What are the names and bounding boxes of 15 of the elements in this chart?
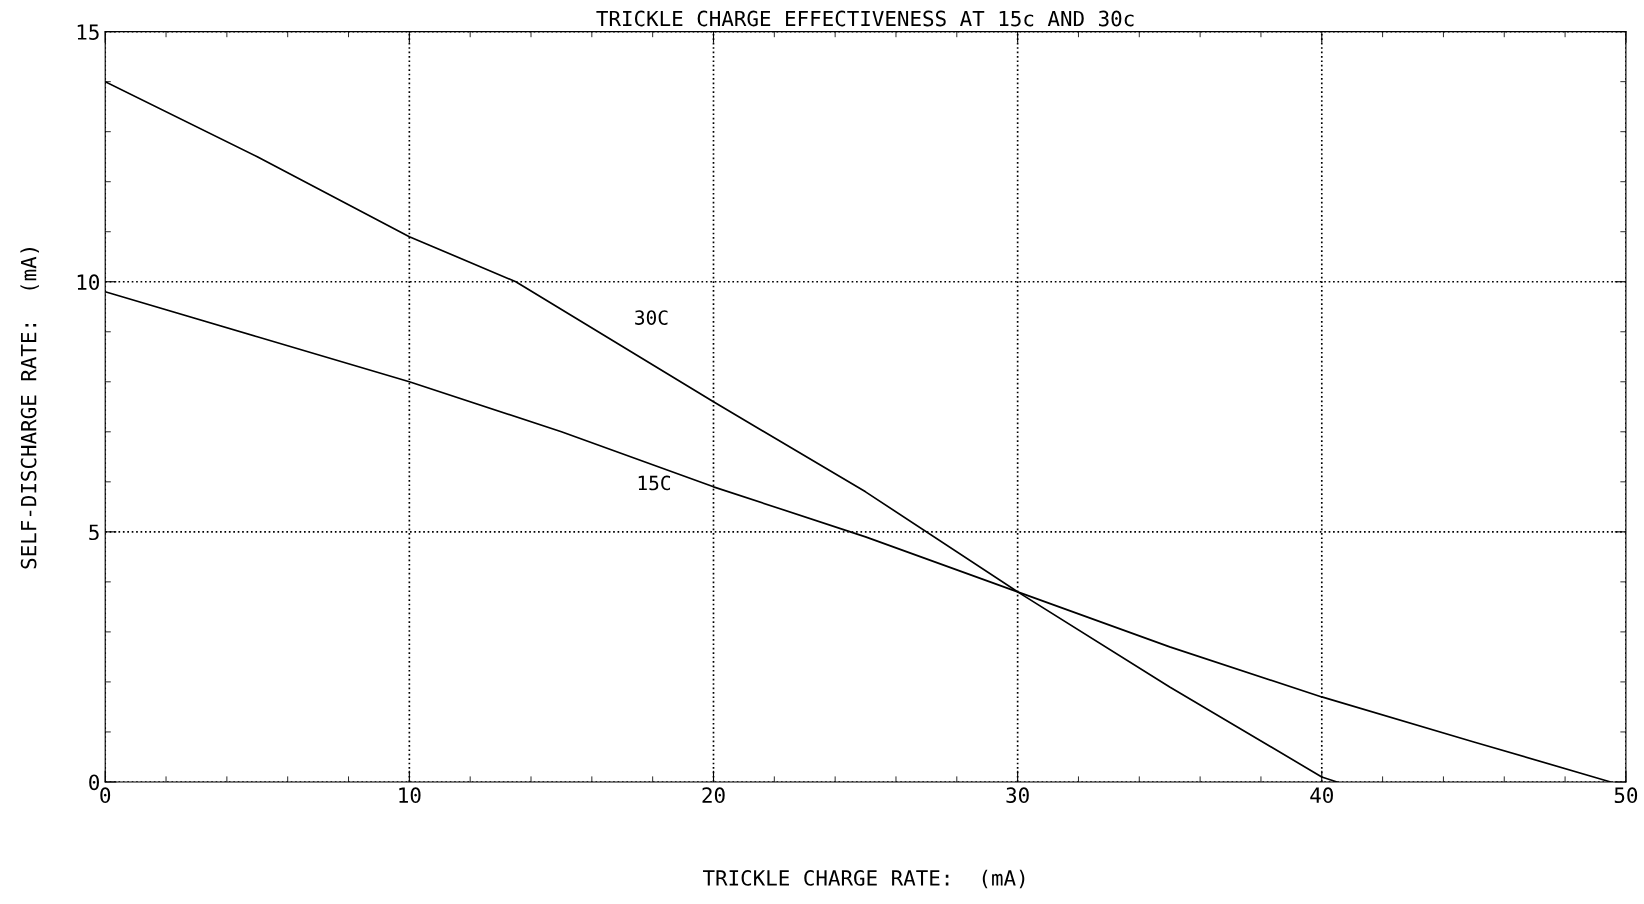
chart-title: TRICKLE CHARGE EFFECTIVENESS AT 15c AND 30c bbox=[596, 10, 1134, 27]
x-axis-title: TRICKLE CHARGE RATE: (mA) bbox=[702, 869, 1025, 889]
x-tick-label: 10 bbox=[399, 787, 421, 804]
y-tick-label: 5 bbox=[89, 524, 99, 541]
y-tick-label: 15 bbox=[77, 24, 99, 40]
y-axis-title: SELF-DISCHARGE RATE: (mA) bbox=[20, 248, 39, 569]
x-tick-label: 20 bbox=[702, 787, 725, 804]
x-tick-label: 30 bbox=[1006, 787, 1029, 804]
y-tick-label: 10 bbox=[77, 274, 99, 291]
series-label: 15C bbox=[638, 475, 671, 491]
x-tick-label: 40 bbox=[1310, 787, 1333, 804]
series-label: 30C bbox=[635, 310, 668, 325]
x-tick-label: 0 bbox=[100, 787, 111, 804]
x-tick-label: 50 bbox=[1614, 787, 1638, 804]
y-tick-label: 0 bbox=[89, 774, 99, 791]
